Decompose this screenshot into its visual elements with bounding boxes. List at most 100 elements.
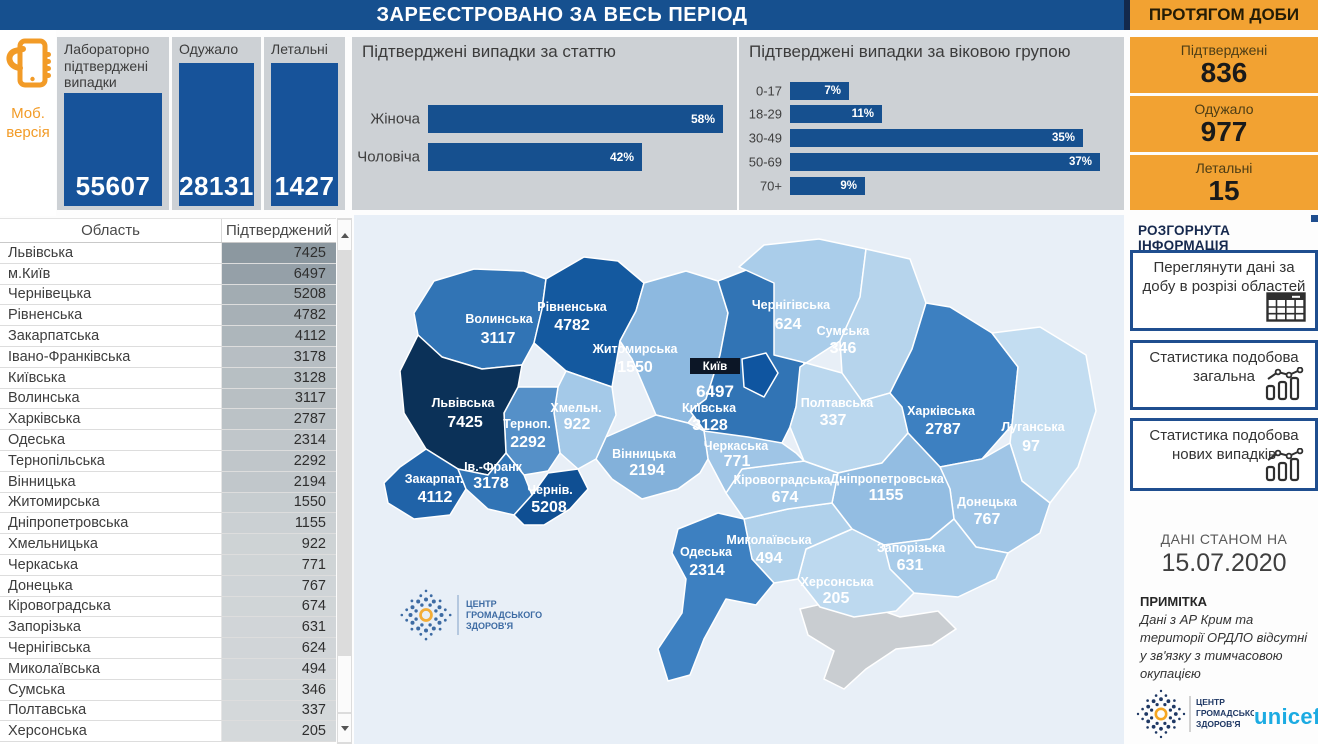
table-row[interactable]: м.Київ 6497	[0, 263, 336, 285]
scroll-down-button[interactable]	[338, 714, 351, 742]
view-daily-by-region-button[interactable]: Переглянути дані за добу в розрізі облас…	[1130, 250, 1318, 331]
mobile-version-link[interactable]: Моб. версія	[0, 30, 56, 216]
page-title: ЗАРЕЄСТРОВАНО ЗА ВЕСЬ ПЕРІОД	[376, 3, 748, 26]
map-region-odesa[interactable]	[657, 512, 775, 682]
kpi-card[interactable]: Летальні 1427	[264, 37, 345, 210]
age-category-label: 70+	[759, 178, 782, 194]
table-row[interactable]: Харківська 2787	[0, 409, 336, 431]
map-region-kherson[interactable]	[797, 528, 915, 618]
table-row[interactable]: Хмельницька 922	[0, 534, 336, 555]
table-row[interactable]: Дніпропетровська 1155	[0, 513, 336, 535]
gender-category-label: Жіноча	[370, 110, 420, 128]
daily-card-label: Одужало	[1194, 101, 1254, 117]
table-row[interactable]: Вінницька 2194	[0, 471, 336, 493]
daily-stats-new-cases-button[interactable]: Статистика подобова нових випадків	[1130, 418, 1318, 491]
kpi-card[interactable]: Лабораторно підтверджені випадки 55607	[57, 37, 169, 210]
region-name-cell: Черкаська	[0, 554, 222, 575]
confirmed-value-cell: 771	[222, 554, 336, 575]
table-body: Львівська 7425 м.Київ 6497 Чернівецька 5208 Рі…	[0, 243, 336, 743]
region-name-cell: Івано-Франківська	[0, 346, 222, 367]
map-value-kherson: 205	[823, 590, 850, 607]
daily-card[interactable]: Одужало 977	[1130, 96, 1318, 152]
button-label: Статистика подобова загальна	[1149, 349, 1299, 385]
map-region-cherkasy[interactable]	[703, 430, 805, 494]
table-row[interactable]: Запорізька 631	[0, 617, 336, 639]
daily-card[interactable]: Летальні 15	[1130, 155, 1318, 210]
gender-bar[interactable]: 42%	[428, 143, 642, 171]
table-row[interactable]: Кіровоградська 674	[0, 596, 336, 618]
map-label-kirovohrad: Кіровоградська	[734, 473, 832, 487]
region-name-cell: Хмельницька	[0, 534, 222, 554]
region-name-cell: Львівська	[0, 243, 222, 263]
map-region-vinnytsia[interactable]	[595, 414, 709, 500]
column-header-region[interactable]: Область	[0, 219, 222, 242]
daily-stats-total-button[interactable]: Статистика подобова загальна	[1130, 340, 1318, 410]
mobile-label-line2: версія	[6, 123, 50, 141]
map-label-kherson: Херсонська	[801, 575, 875, 589]
map-region-kharkiv[interactable]	[889, 302, 1019, 468]
table-row[interactable]: Херсонська 205	[0, 721, 336, 743]
map-value-donetsk: 767	[974, 511, 1001, 528]
table-row[interactable]: Київська 3128	[0, 367, 336, 389]
gender-category-label: Чоловіча	[357, 148, 420, 166]
map-value-kharkiv: 2787	[925, 421, 961, 438]
confirmed-value-cell: 4112	[222, 326, 336, 346]
scroll-up-button[interactable]	[338, 220, 351, 250]
age-bar[interactable]: 35%	[790, 129, 1083, 147]
confirmed-value-cell: 2314	[222, 430, 336, 450]
region-table: Область Підтверджений Львівська 7425 м.Киї…	[0, 218, 336, 744]
column-header-confirmed[interactable]: Підтверджений	[225, 222, 333, 239]
expanded-info-heading: РОЗГОРНУТА ІНФОРМАЦІЯ	[1138, 223, 1231, 253]
unicef-logo: unicef	[1254, 700, 1318, 734]
button-label: Статистика подобова нових випадків	[1149, 427, 1299, 463]
table-row[interactable]: Чернівецька 5208	[0, 284, 336, 306]
map-value-kirovohrad: 674	[772, 489, 799, 506]
table-row[interactable]: Одеська 2314	[0, 430, 336, 451]
age-category-label: 30-49	[748, 130, 782, 146]
svg-text:ЦЕНТР: ЦЕНТР	[1196, 697, 1225, 707]
daily-card[interactable]: Підтверджені 836	[1130, 37, 1318, 93]
table-row[interactable]: Закарпатська 4112	[0, 326, 336, 347]
gender-bar[interactable]: 58%	[428, 105, 723, 133]
table-row[interactable]: Полтавська 337	[0, 700, 336, 722]
map-value-zakarpattia: 4112	[418, 489, 453, 506]
confirmed-value-cell: 6497	[222, 263, 336, 284]
age-bar[interactable]: 9%	[790, 177, 865, 195]
age-bar[interactable]: 11%	[790, 105, 882, 123]
age-bar[interactable]: 7%	[790, 82, 849, 100]
table-row[interactable]: Сумська 346	[0, 679, 336, 701]
table-row[interactable]: Рівненська 4782	[0, 305, 336, 327]
map-region-kyiv_city[interactable]	[741, 352, 779, 398]
table-row[interactable]: Тернопільська 2292	[0, 450, 336, 472]
svg-text:ЗДОРОВ'Я: ЗДОРОВ'Я	[466, 621, 513, 631]
table-row[interactable]: Львівська 7425	[0, 243, 336, 264]
table-row[interactable]: Чернігівська 624	[0, 638, 336, 659]
table-row[interactable]: Донецька 767	[0, 575, 336, 597]
table-row[interactable]: Житомирська 1550	[0, 492, 336, 514]
map-label-poltava: Полтавська	[801, 396, 875, 410]
confirmed-value-cell: 4782	[222, 305, 336, 326]
daily-card-value: 836	[1200, 57, 1248, 88]
scrollbar-thumb[interactable]	[338, 656, 351, 712]
map-region-kirovohrad[interactable]	[725, 460, 839, 520]
region-name-cell: Кіровоградська	[0, 596, 222, 617]
region-name-cell: Рівненська	[0, 305, 222, 326]
map-value-kyiv_obl: 3128	[692, 417, 728, 434]
table-row[interactable]: Черкаська 771	[0, 554, 336, 576]
confirmed-value-cell: 624	[222, 638, 336, 658]
map-value-dnipro: 1155	[869, 487, 904, 504]
confirmed-value-cell: 7425	[222, 243, 336, 263]
map-region-zakarpattia[interactable]	[383, 448, 467, 520]
map-value-luhansk: 97	[1022, 438, 1040, 455]
map-region-chernivtsi[interactable]	[513, 468, 589, 526]
region-name-cell: Сумська	[0, 679, 222, 700]
confirmed-value-cell: 674	[222, 596, 336, 617]
age-bar[interactable]: 37%	[790, 153, 1100, 171]
note-text: Дані з АР Крим та території ОРДЛО відсут…	[1140, 612, 1308, 681]
table-row[interactable]: Івано-Франківська 3178	[0, 346, 336, 368]
table-scrollbar[interactable]	[337, 218, 352, 744]
table-row[interactable]: Миколаївська 494	[0, 658, 336, 680]
kpi-card[interactable]: Одужало 28131	[172, 37, 261, 210]
table-row[interactable]: Волинська 3117	[0, 388, 336, 410]
